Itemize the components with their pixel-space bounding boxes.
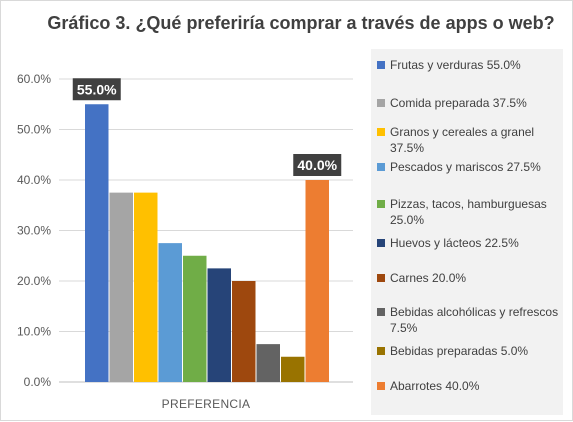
legend-item: Frutas y verduras 55.0% xyxy=(377,57,561,73)
chart-title: Gráfico 3. ¿Qué preferiría comprar a tra… xyxy=(47,13,555,33)
legend-label: Huevos y lácteos 22.5% xyxy=(390,236,519,250)
bar-comida-preparada xyxy=(109,192,133,382)
legend-item: Bebidas alcohólicas y refrescos 7.5% xyxy=(377,304,561,336)
chart-legend: Frutas y verduras 55.0% Comida preparada … xyxy=(371,49,563,415)
legend-label: Bebidas preparadas 5.0% xyxy=(390,344,529,358)
legend-swatch xyxy=(377,61,385,69)
legend-label: Frutas y verduras 55.0% xyxy=(390,58,521,72)
bar-huevos-y-l-cteos xyxy=(207,268,231,382)
bar-carnes xyxy=(232,281,256,382)
bar-frutas-y-verduras xyxy=(85,104,109,382)
data-label: 40.0% xyxy=(297,157,337,173)
legend-item: Pescados y mariscos 27.5% xyxy=(377,159,561,175)
y-tick-label: 30.0% xyxy=(17,224,51,238)
data-label: 55.0% xyxy=(77,81,117,97)
data-label-box xyxy=(72,78,121,101)
legend-swatch xyxy=(377,239,385,247)
legend-label: Granos y cereales a granel 37.5% xyxy=(390,125,535,155)
legend-label: Comida preparada 37.5% xyxy=(390,96,527,110)
y-tick-label: 20.0% xyxy=(17,274,51,288)
y-tick-label: 0.0% xyxy=(24,375,52,389)
y-tick-label: 40.0% xyxy=(17,173,51,187)
legend-label: Pizzas, tacos, hamburguesas 25.0% xyxy=(390,197,547,227)
legend-item: Huevos y lácteos 22.5% xyxy=(377,235,561,251)
legend-item: Abarrotes 40.0% xyxy=(377,378,561,394)
legend-label: Carnes 20.0% xyxy=(390,271,467,285)
bar-bebidas-preparadas xyxy=(281,356,305,382)
y-tick-label: 60.0% xyxy=(17,72,51,86)
legend-label: Pescados y mariscos 27.5% xyxy=(390,160,541,174)
bar-granos-y-cereales-a-granel xyxy=(134,192,158,382)
legend-label: Abarrotes 40.0% xyxy=(390,379,480,393)
data-label-box xyxy=(293,154,342,176)
bar-pizzas-tacos-hamburguesas xyxy=(183,255,207,382)
legend-swatch xyxy=(377,99,385,107)
legend-item: Bebidas preparadas 5.0% xyxy=(377,343,561,359)
bar-bebidas-alcoh-licas-y-refrescos xyxy=(256,344,280,382)
legend-swatch xyxy=(377,128,385,136)
legend-swatch xyxy=(377,382,385,390)
legend-swatch xyxy=(377,274,385,282)
legend-item: Comida preparada 37.5% xyxy=(377,95,561,111)
y-tick-label: 10.0% xyxy=(17,325,51,339)
bar-pescados-y-mariscos xyxy=(158,243,182,382)
y-tick-label: 50.0% xyxy=(17,123,51,137)
legend-swatch xyxy=(377,200,385,208)
bar-abarrotes xyxy=(305,180,329,382)
legend-swatch xyxy=(377,347,385,355)
legend-label: Bebidas alcohólicas y refrescos 7.5% xyxy=(390,305,559,335)
legend-swatch xyxy=(377,163,385,171)
legend-swatch xyxy=(377,308,385,316)
x-category-label: PREFERENCIA xyxy=(162,397,251,411)
legend-item: Granos y cereales a granel 37.5% xyxy=(377,124,561,156)
legend-item: Carnes 20.0% xyxy=(377,270,561,286)
legend-item: Pizzas, tacos, hamburguesas 25.0% xyxy=(377,196,561,228)
